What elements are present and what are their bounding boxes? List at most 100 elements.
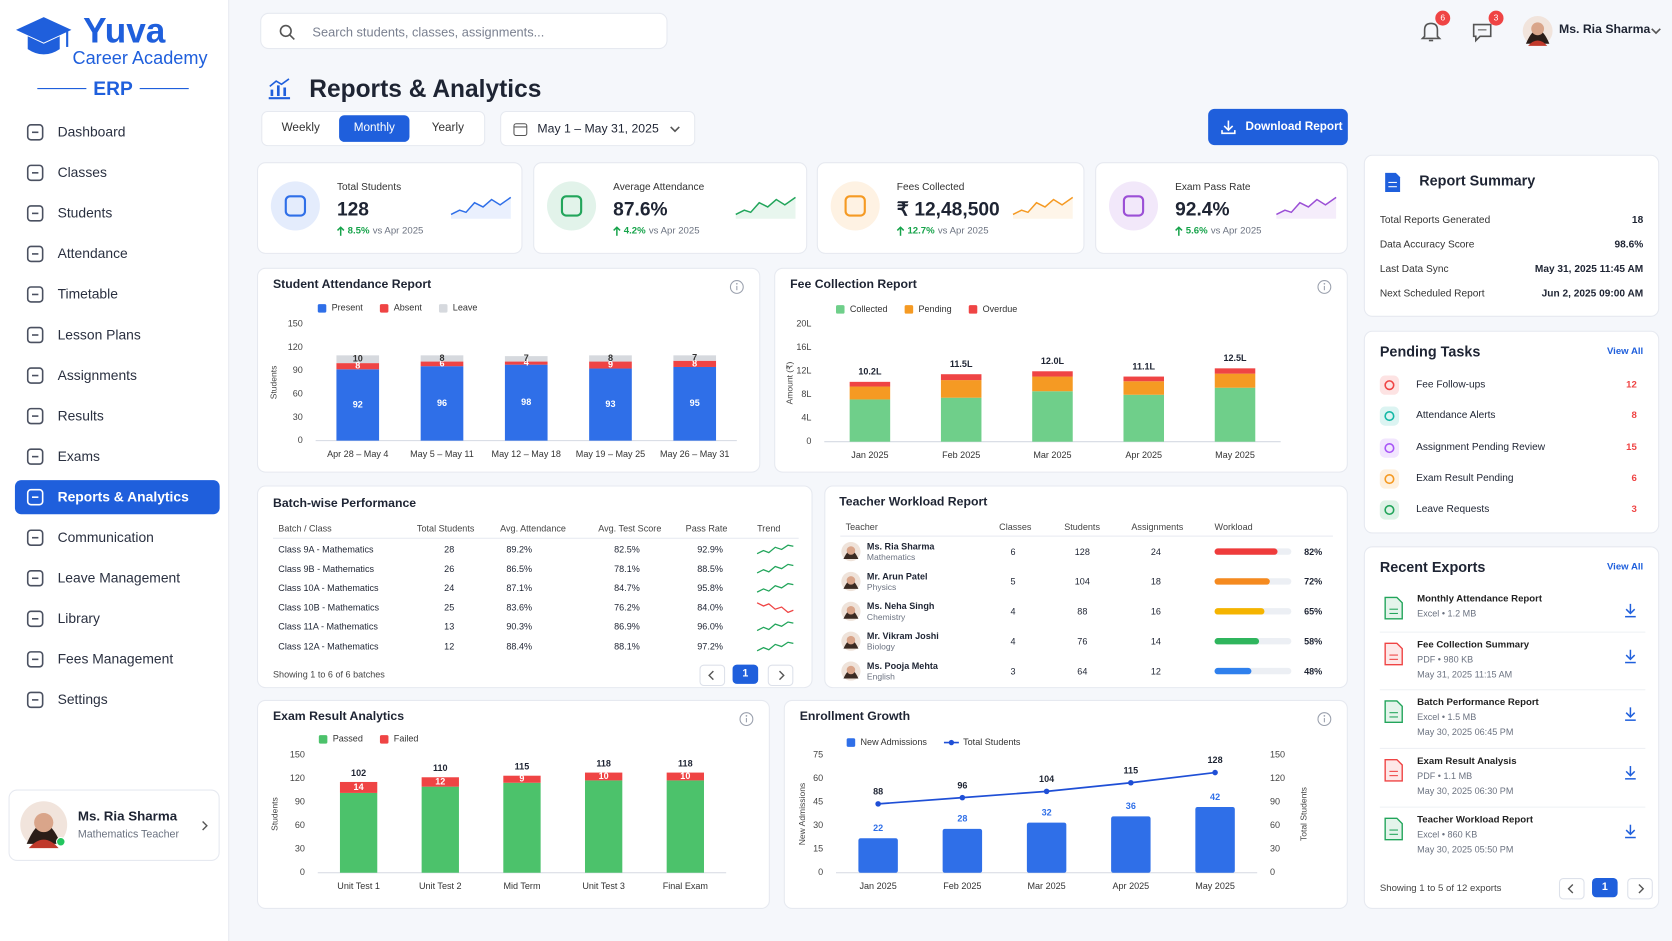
prev-page-button[interactable] — [699, 664, 726, 687]
export-name[interactable]: Monthly Attendance Report — [1417, 593, 1543, 604]
search-icon-part — [279, 24, 292, 38]
y-tick-label: 120 — [290, 773, 305, 783]
nav-item[interactable]: Leave Management — [15, 561, 220, 595]
bar-segment — [503, 782, 541, 873]
table-cell: 88.1% — [614, 640, 640, 652]
summary-label: Next Scheduled Report — [1379, 288, 1485, 300]
nav-item[interactable]: Lesson Plans — [15, 318, 220, 352]
sidebar: Yuva Career Academy ERP Dashboard Classes Stu… — [0, 0, 230, 941]
download-icon-part — [1223, 125, 1234, 132]
export-name[interactable]: Teacher Workload Report — [1417, 814, 1534, 825]
download-button[interactable]: Download Report — [1208, 108, 1348, 146]
teacher-name: Ms. Ria Sharma — [866, 540, 935, 552]
date-picker[interactable]: May 1 – May 31, 2025 — [500, 110, 696, 147]
page-button[interactable]: 1 — [732, 664, 759, 684]
next-page-button[interactable] — [767, 664, 794, 687]
download-icon-part — [1221, 130, 1236, 135]
x-tick-label: May 2025 — [1195, 881, 1235, 891]
table-cell: 26 — [444, 563, 455, 575]
bar-segment — [1214, 387, 1256, 442]
y-axis-label: New Admissions — [797, 783, 807, 846]
nav-item[interactable]: Fees Management — [15, 642, 220, 676]
export-meta: Excel • 1.2 MB — [1417, 608, 1477, 619]
notifications-button[interactable]: 6 — [1418, 10, 1451, 45]
nav-label: Classes — [57, 164, 107, 181]
period-tab[interactable]: Monthly — [339, 115, 410, 142]
search-box[interactable]: Search students, classes, assignments... — [260, 12, 668, 50]
y-axis-label: Amount (₹) — [784, 361, 794, 404]
view-all-link[interactable]: View All — [1606, 345, 1644, 357]
task-label[interactable]: Fee Follow-ups — [1416, 378, 1486, 391]
nav-item[interactable]: Results — [15, 399, 220, 433]
export-name[interactable]: Exam Result Analysis — [1417, 755, 1517, 767]
nav-item[interactable]: Reports & Analytics — [14, 480, 220, 515]
nav-item[interactable]: Timetable — [15, 277, 220, 311]
file-icon — [1384, 700, 1403, 723]
user-card[interactable]: Ms. Ria Sharma Mathematics Teacher — [8, 789, 220, 861]
nav-item[interactable]: Settings — [15, 683, 220, 717]
next-page-button[interactable] — [1627, 878, 1653, 900]
period-tab[interactable]: Yearly — [431, 121, 464, 135]
kpi-icon-part — [284, 195, 307, 217]
export-download-button[interactable] — [1623, 824, 1638, 839]
data-label: 92 — [353, 399, 363, 409]
nav-item[interactable]: Classes — [15, 156, 220, 190]
kpi-label: Exam Pass Rate — [1175, 181, 1251, 194]
nav-item[interactable]: Students — [15, 196, 220, 230]
table-cell: 84.0% — [697, 602, 723, 613]
prev-page-button[interactable] — [1558, 878, 1585, 900]
table-cell: 12 — [1150, 665, 1161, 677]
chevron-icon-part — [1651, 28, 1661, 35]
export-download-button[interactable] — [1623, 765, 1638, 780]
nav-item[interactable]: Library — [15, 602, 220, 636]
legend-swatch — [379, 304, 389, 313]
line-point — [1128, 779, 1134, 786]
legend-label: Collected — [850, 304, 888, 314]
info-icon — [1317, 712, 1332, 727]
workload-bar — [1214, 608, 1292, 615]
export-date: May 30, 2025 05:50 PM — [1417, 843, 1514, 855]
bar-segment — [336, 369, 380, 441]
period-tab[interactable]: Weekly — [281, 121, 320, 135]
user-menu[interactable]: Ms. Ria Sharma — [1522, 15, 1666, 47]
nav-label: Library — [57, 610, 100, 627]
export-name[interactable]: Fee Collection Summary — [1417, 639, 1530, 650]
kpi-icon — [1108, 181, 1159, 231]
table-cell: 83.6% — [506, 602, 533, 613]
messages-button[interactable]: 3 — [1469, 10, 1504, 45]
view-all-link[interactable]: View All — [1606, 561, 1644, 572]
up-arrow-icon — [613, 225, 621, 236]
export-download-button[interactable] — [1623, 706, 1638, 721]
task-label[interactable]: Assignment Pending Review — [1416, 441, 1546, 453]
task-count: 8 — [1631, 410, 1637, 421]
task-label[interactable]: Exam Result Pending — [1416, 472, 1514, 485]
export-download-button[interactable] — [1623, 603, 1638, 618]
table-cell: 78.1% — [614, 563, 640, 575]
workload-fill — [1214, 578, 1270, 585]
export-download-button[interactable] — [1623, 649, 1638, 664]
y-tick-label: 12L — [796, 366, 811, 376]
user-role: Mathematics Teacher — [77, 828, 179, 841]
chevron-icon-part — [708, 670, 714, 681]
task-label[interactable]: Leave Requests — [1416, 503, 1490, 516]
summary-title: Report Summary — [1419, 172, 1536, 189]
bar-segment — [589, 355, 632, 362]
nav-item[interactable]: Communication — [15, 521, 220, 555]
kpi-sparkline-part — [1012, 196, 1074, 216]
y-tick-label: 120 — [288, 342, 303, 352]
bar-segment — [421, 786, 459, 873]
export-name[interactable]: Batch Performance Report — [1417, 696, 1539, 708]
nav-icon-part — [26, 164, 44, 182]
nav-item[interactable]: Attendance — [15, 237, 220, 271]
exam-chart: Exam Result Analytics Passed Failed 0 30 60 90… — [256, 699, 770, 909]
task-icon-part — [1379, 469, 1400, 489]
nav-item[interactable]: Exams — [15, 440, 220, 474]
page-button[interactable]: 1 — [1592, 878, 1618, 898]
nav-item[interactable]: Dashboard — [15, 115, 220, 149]
y-tick-label: 45 — [813, 797, 823, 807]
bar-segment — [666, 780, 704, 873]
data-label: 36 — [1126, 801, 1136, 811]
batch-name: Class 11A - Mathematics — [278, 621, 378, 633]
task-label[interactable]: Attendance Alerts — [1416, 410, 1496, 422]
nav-item[interactable]: Assignments — [15, 358, 220, 392]
